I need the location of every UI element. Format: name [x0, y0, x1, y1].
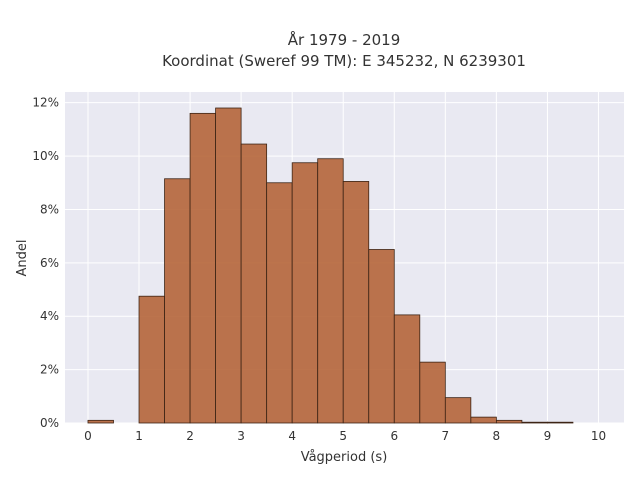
x-tick-label: 4 [288, 429, 296, 443]
y-tick-label: 10% [32, 149, 59, 163]
histogram-bar [393, 314, 421, 424]
y-tick-label: 8% [40, 202, 59, 216]
histogram-bar [164, 178, 191, 424]
x-tick-label: 7 [442, 429, 450, 443]
chart-title-line2: Koordinat (Sweref 99 TM): E 345232, N 62… [162, 52, 526, 70]
y-axis-ticks: 0% 2% 4% 6% 8% 10% 12% [32, 96, 59, 430]
y-axis-label: Andel [15, 240, 30, 277]
histogram-bar [470, 416, 497, 424]
histogram-bar [87, 419, 114, 424]
x-tick-label: 9 [544, 429, 552, 443]
chart-title-line1: År 1979 - 2019 [288, 30, 401, 49]
histogram-bar [138, 295, 165, 424]
x-tick-label: 0 [84, 429, 92, 443]
x-axis-label: Vågperiod (s) [301, 450, 388, 465]
histogram-bar [495, 419, 523, 424]
histogram-bar [240, 143, 268, 424]
y-tick-label: 6% [40, 256, 59, 270]
x-tick-label: 10 [591, 429, 606, 443]
histogram-bars [87, 107, 574, 424]
x-tick-label: 2 [186, 429, 194, 443]
histogram-bar [419, 361, 446, 424]
x-tick-label: 1 [135, 429, 143, 443]
x-tick-label: 5 [339, 429, 347, 443]
histogram-bar [547, 421, 574, 424]
y-tick-label: 4% [40, 309, 59, 323]
histogram-bar [521, 421, 548, 424]
x-tick-label: 8 [493, 429, 501, 443]
histogram-bar [317, 158, 344, 424]
histogram-bar [444, 397, 472, 424]
x-tick-label: 3 [237, 429, 245, 443]
histogram-bar [342, 181, 370, 424]
y-tick-label: 12% [32, 96, 59, 110]
x-tick-label: 6 [390, 429, 398, 443]
histogram-bar [189, 112, 216, 424]
histogram-bar [368, 249, 395, 424]
histogram-bar [266, 182, 293, 424]
histogram-bar [291, 162, 319, 424]
y-tick-label: 0% [40, 416, 59, 430]
y-tick-label: 2% [40, 363, 59, 377]
histogram-bar [215, 107, 242, 424]
x-axis-ticks: 0 1 2 3 4 5 6 7 8 9 10 [84, 429, 606, 443]
